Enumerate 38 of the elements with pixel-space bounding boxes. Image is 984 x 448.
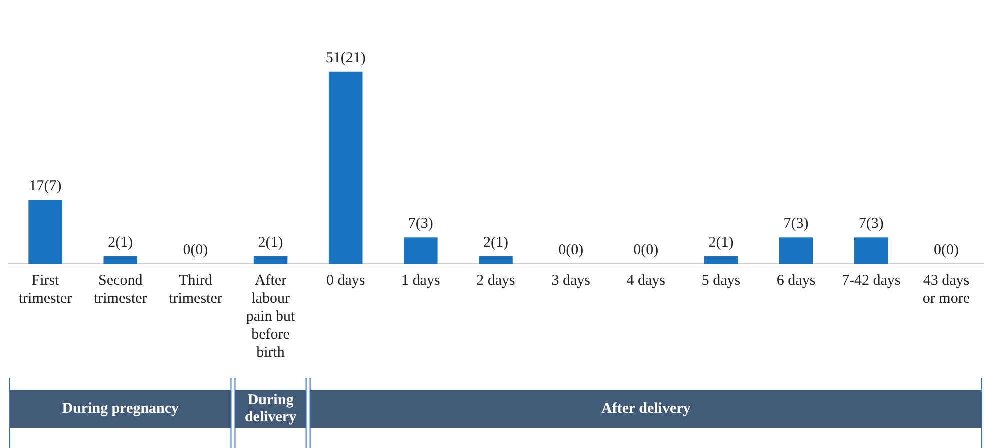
bar bbox=[328, 72, 363, 264]
text: During pregnancy bbox=[62, 400, 180, 417]
x-tick-label: Second trimester bbox=[94, 272, 148, 307]
data-label: 2(1) bbox=[484, 234, 508, 251]
data-label: 2(1) bbox=[258, 234, 284, 251]
x-tick-label: 3 days bbox=[552, 272, 591, 289]
bar bbox=[854, 238, 888, 264]
x-tick-label: After labour pain but before birth bbox=[246, 272, 296, 361]
x-tick-label: 7-42 days bbox=[842, 272, 901, 289]
x-tick-label: Third trimester bbox=[169, 272, 222, 307]
bar bbox=[104, 256, 138, 264]
data-label: 7(3) bbox=[408, 216, 434, 232]
data-label: 0(0) bbox=[634, 242, 659, 258]
data-label: 2(1) bbox=[708, 234, 734, 251]
data-label: 0(0) bbox=[183, 242, 208, 258]
data-label: 7(3) bbox=[858, 216, 884, 232]
x-tick-label: First trimester bbox=[18, 272, 72, 307]
data-label: 0(0) bbox=[934, 242, 959, 258]
x-tick-label: 1 days bbox=[402, 272, 440, 289]
bar bbox=[28, 200, 62, 264]
data-label: 51(21) bbox=[326, 50, 366, 66]
data-label: 0(0) bbox=[558, 242, 584, 258]
text: During delivery bbox=[244, 392, 298, 426]
data-label: 7(3) bbox=[784, 216, 809, 232]
x-tick-label: 0 days bbox=[326, 272, 366, 289]
bar bbox=[404, 238, 438, 264]
bar bbox=[479, 256, 513, 264]
bar bbox=[704, 256, 738, 264]
data-label: 17(7) bbox=[29, 178, 62, 194]
data-label: 2(1) bbox=[108, 234, 134, 251]
x-tick-label: 43 days or more bbox=[922, 272, 970, 307]
x-tick-label: 4 days bbox=[626, 272, 666, 289]
text: After delivery bbox=[602, 400, 692, 417]
x-tick-label: 5 days bbox=[702, 272, 741, 289]
bar bbox=[254, 256, 288, 264]
x-tick-label: 6 days bbox=[776, 272, 816, 289]
bar bbox=[779, 238, 814, 264]
x-tick-label: 2 days bbox=[476, 272, 516, 289]
